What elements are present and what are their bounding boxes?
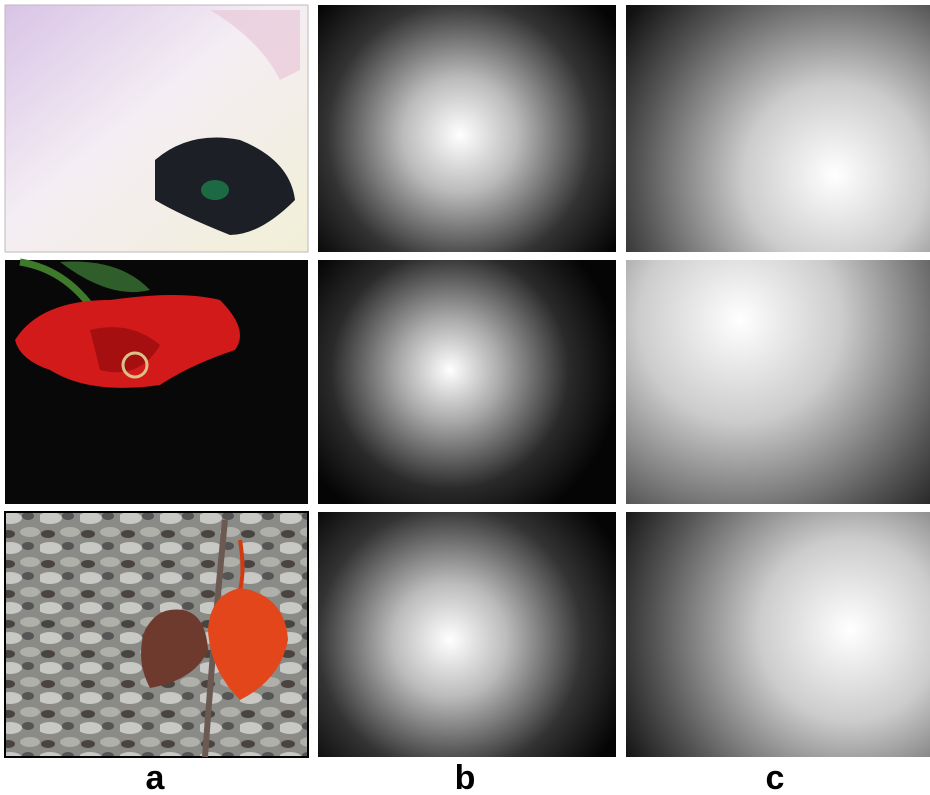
column-label: c: [766, 759, 785, 795]
photo-bug: [5, 5, 308, 252]
saliency-map: [626, 5, 930, 252]
photo-lantern: [5, 512, 308, 757]
column-label: b: [455, 759, 476, 795]
saliency-map: [318, 260, 616, 504]
saliency-map: [318, 5, 616, 252]
saliency-map: [318, 512, 616, 757]
figure: a b c: [0, 0, 930, 795]
column-label: a: [146, 759, 166, 795]
saliency-map: [626, 512, 930, 757]
saliency-map: [626, 260, 930, 504]
photo-rose: [5, 260, 308, 504]
